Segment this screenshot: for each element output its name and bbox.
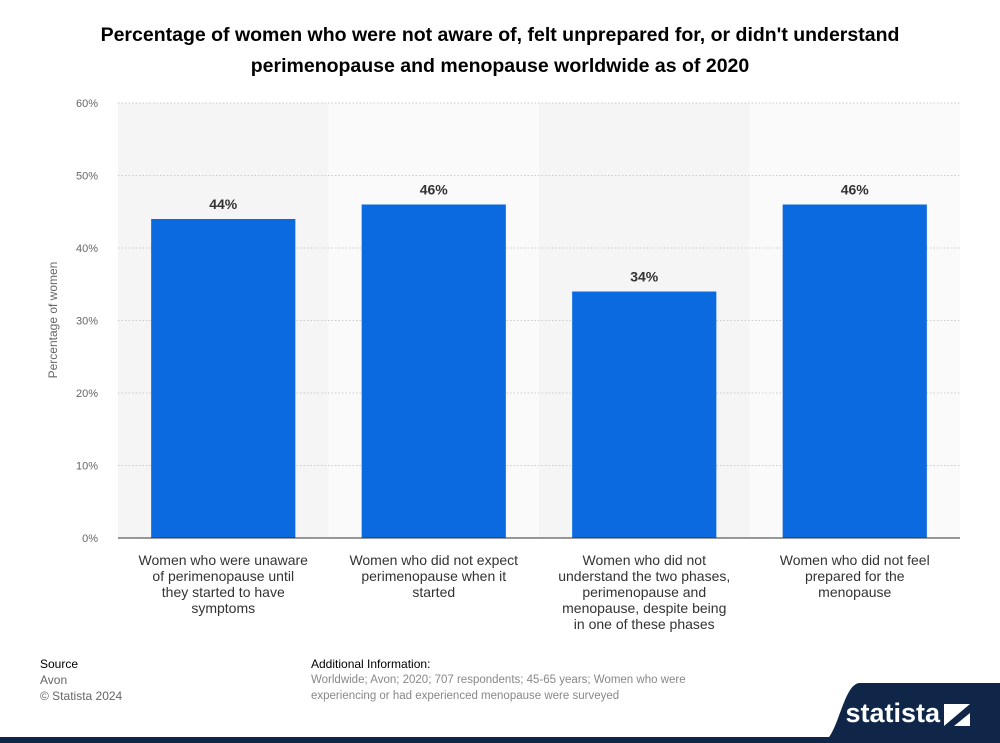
bars (151, 204, 927, 538)
brand-band (0, 737, 1000, 743)
category-label: Women who did not expect perimenopause wh… (349, 552, 518, 600)
category-label: Women who did not feel prepared for the me… (780, 552, 930, 600)
bar (361, 204, 506, 538)
data-labels: 44% 46% 34% 46% (209, 182, 869, 285)
y-tick-label: 30% (76, 316, 98, 328)
category-label: Women who were unaware of perimenopause u… (139, 552, 309, 616)
y-axis-label: Percentage of women (46, 262, 60, 379)
y-tick-label: 0% (82, 533, 98, 545)
source-block: Source Avon © Statista 2024 (40, 656, 122, 704)
data-label: 46% (841, 182, 870, 198)
y-tick-label: 20% (76, 388, 98, 400)
data-label: 34% (630, 269, 659, 285)
statista-logo-icon (944, 704, 970, 726)
y-axis-ticks: 0% 10% 20% 30% 40% 50% 60% (76, 98, 98, 545)
chart-title: Percentage of women who were not aware o… (100, 24, 900, 77)
category-labels: Women who were unaware of perimenopause u… (139, 552, 930, 632)
source-name: Avon (40, 673, 68, 687)
y-tick-label: 10% (76, 461, 98, 473)
additional-info-block: Additional Information: Worldwide; Avon;… (311, 656, 731, 704)
data-label: 44% (209, 196, 238, 212)
bar (151, 219, 296, 538)
bar (572, 291, 717, 538)
source-heading: Source (40, 657, 79, 671)
data-label: 46% (420, 182, 449, 198)
bar (782, 204, 927, 538)
category-label: Women who did not understand the two phas… (558, 552, 730, 632)
y-tick-label: 40% (76, 243, 98, 255)
additional-info-text: Worldwide; Avon; 2020; 707 respondents; … (311, 674, 686, 702)
brand-name: statista (845, 698, 940, 728)
bar-chart: 0% 10% 20% 30% 40% 50% 60% Percentage of women… (46, 98, 960, 632)
y-tick-label: 60% (76, 98, 98, 110)
additional-info-heading: Additional Information: (311, 657, 431, 671)
copyright: © Statista 2024 (40, 689, 123, 703)
y-tick-label: 50% (76, 171, 98, 183)
brand-badge (820, 683, 1000, 743)
